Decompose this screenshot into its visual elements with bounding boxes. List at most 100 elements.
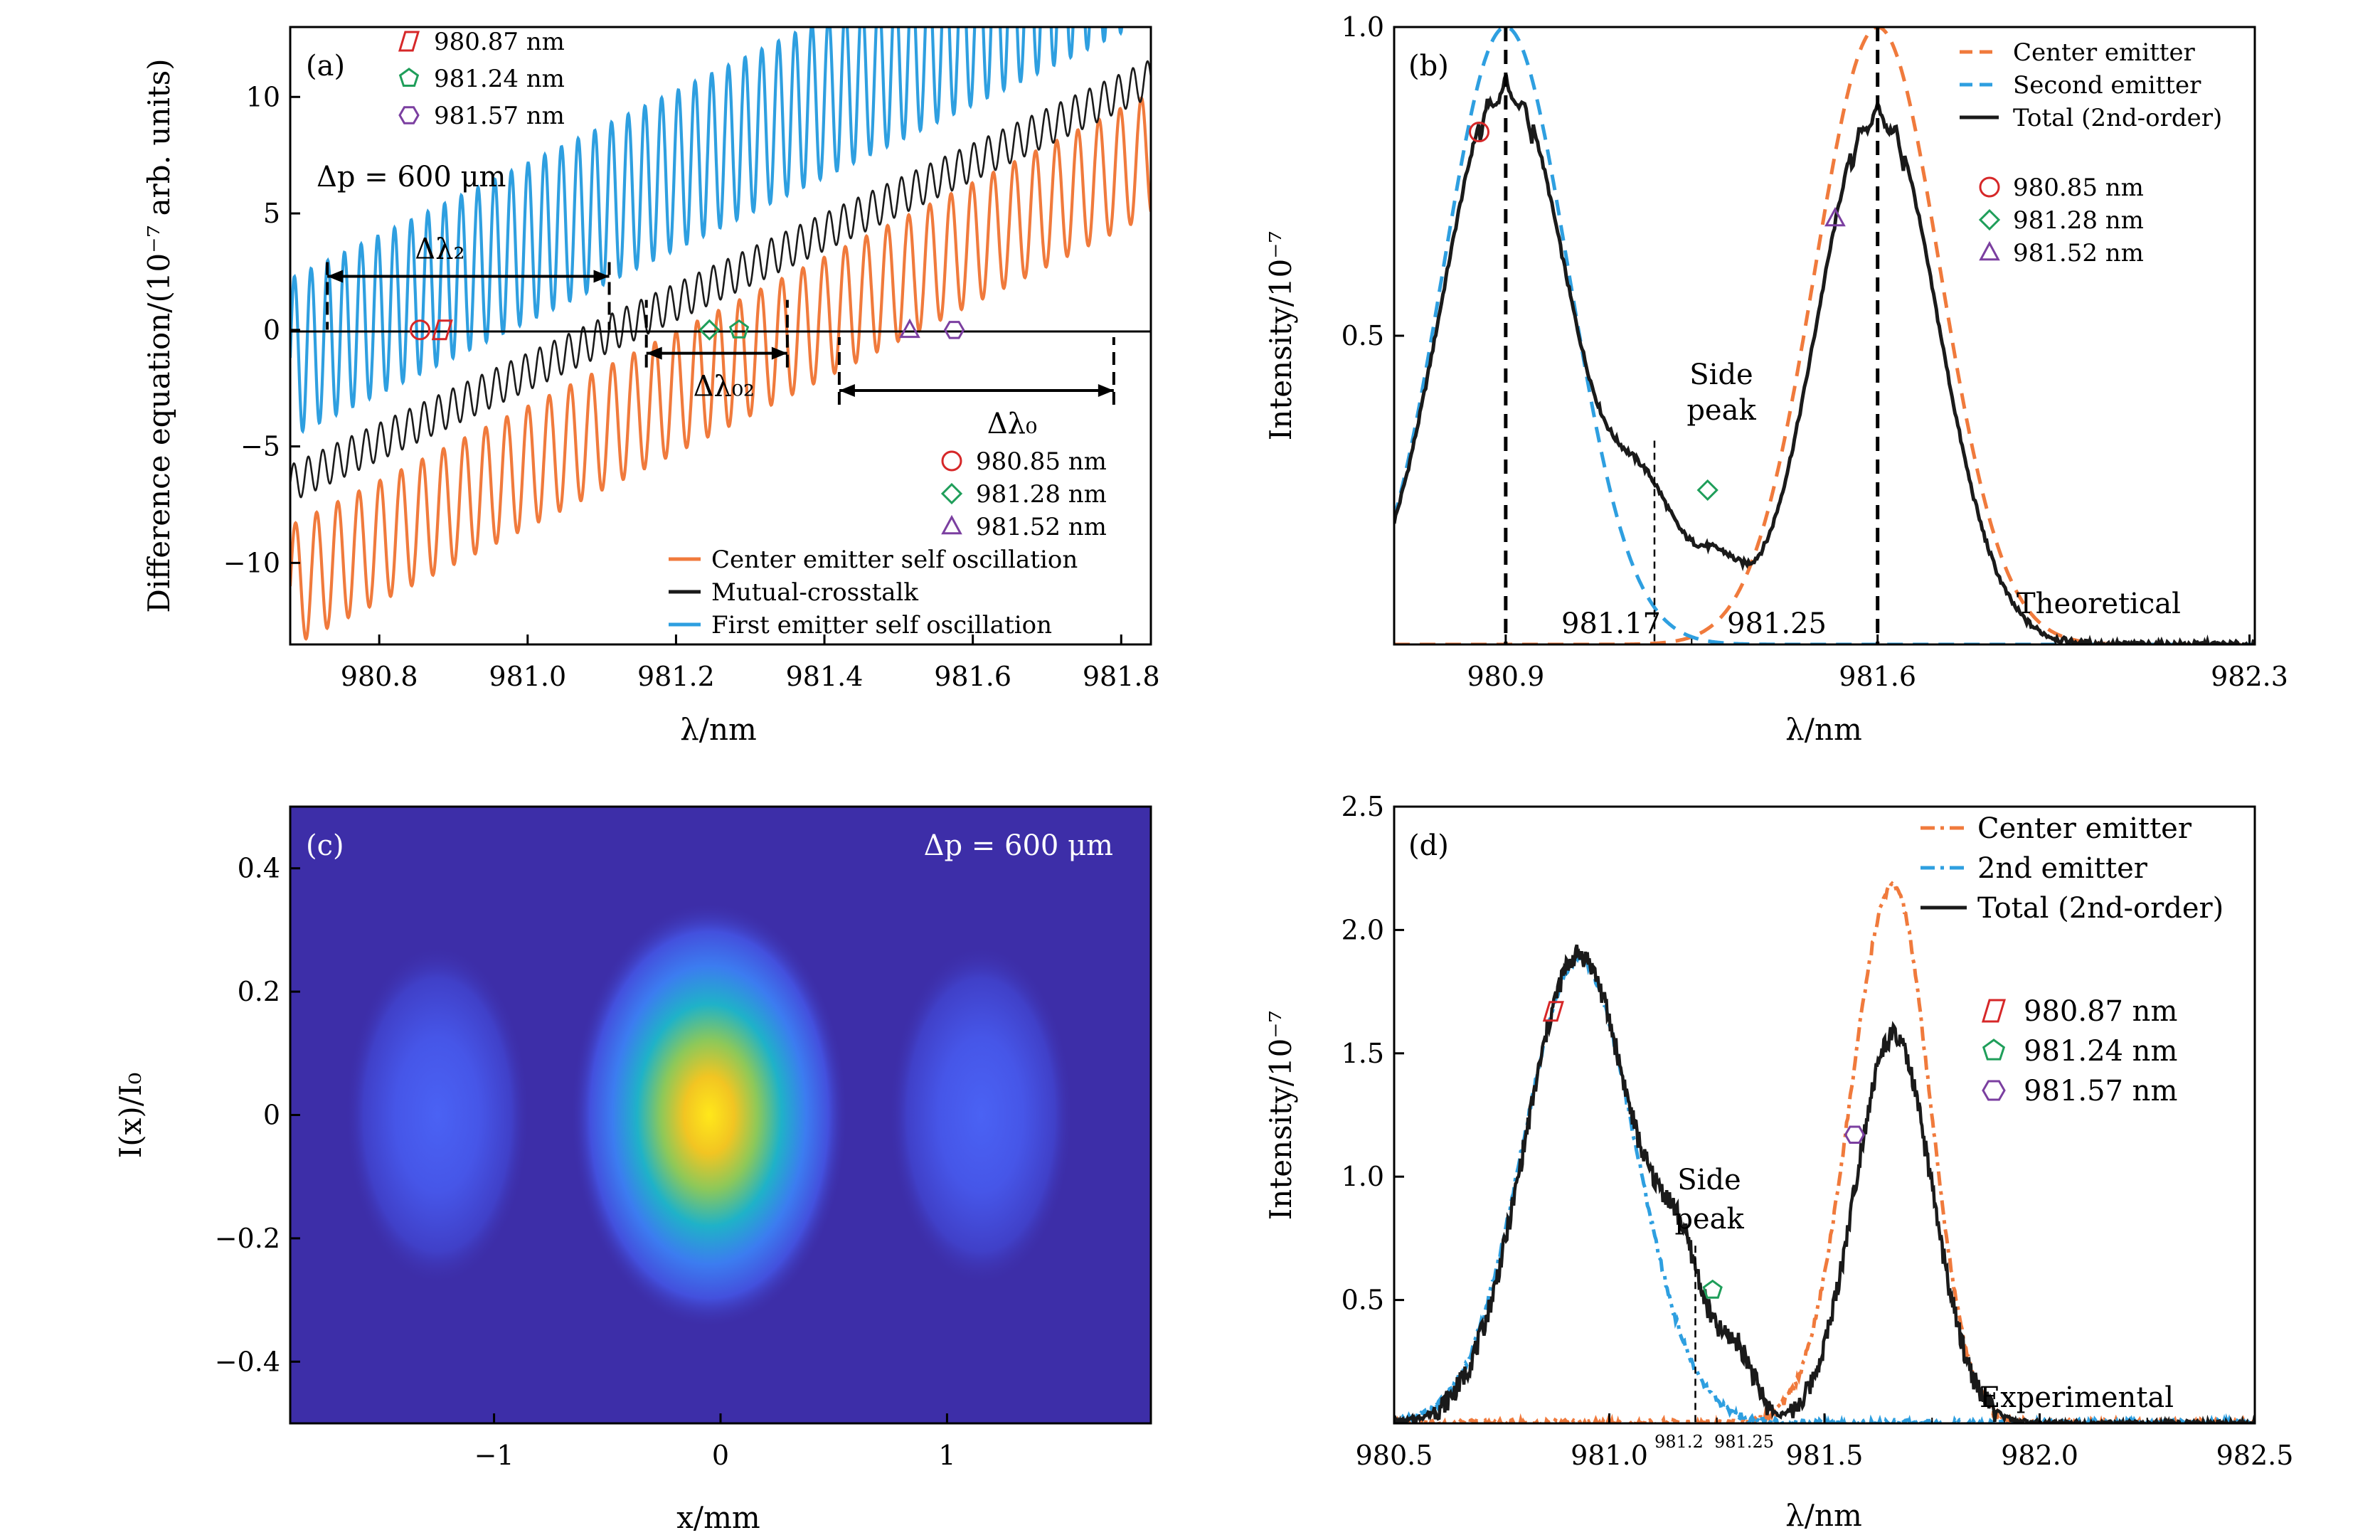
b-xtick-label: 982.3 <box>2211 661 2288 692</box>
b-total-curve <box>1394 74 2255 644</box>
d-side-peak-label-2: peak <box>1674 1203 1744 1236</box>
b-legend-label-1: Second emitter <box>2013 71 2201 100</box>
a-zero-marker-bottom-0 <box>410 319 431 341</box>
d-ytick-label: 2.5 <box>1342 791 1384 822</box>
a-axes-frame <box>289 26 1152 646</box>
b-legend-marker-label-0: 980.85 nm <box>2013 174 2144 202</box>
c-intensity-spot-0 <box>344 944 530 1286</box>
b-side-peak-label-1: Side <box>1689 359 1753 391</box>
d-xtick-label: 981.0 <box>1571 1440 1648 1471</box>
b-second-emitter-curve <box>1394 27 2255 644</box>
b-panel-label: (b) <box>1408 50 1449 83</box>
a-xtick-label: 981.0 <box>489 661 566 692</box>
a-interval-arrow-left-2 <box>839 383 855 397</box>
b-ylabel: Intensity/10⁻⁷ <box>1263 231 1298 441</box>
a-legend-bottom-marker-0 <box>941 450 962 472</box>
a-legend-top-label-2: 981.57 nm <box>434 102 565 130</box>
c-xtick-label: −1 <box>474 1440 514 1471</box>
b-legend-marker-0 <box>1979 176 2000 198</box>
b-curve-marker-2 <box>1824 206 1846 227</box>
a-legend-top-label-0: 980.87 nm <box>434 28 565 56</box>
d-ytick-label: 1.5 <box>1342 1038 1384 1069</box>
b-xtick-label: 980.9 <box>1467 661 1544 692</box>
a-zero-marker-bottom-1 <box>698 319 721 341</box>
d-legend-marker-label-1: 981.24 nm <box>2024 1035 2177 1068</box>
d-total-curve <box>1394 944 2255 1423</box>
d-curve-marker-1 <box>1702 1279 1723 1299</box>
a-series-line-1 <box>290 60 1151 499</box>
b-curve-marker-0 <box>1469 122 1490 143</box>
d-vline-label-1: 981.2 <box>1654 1432 1704 1452</box>
c-ytick-label: −0.4 <box>215 1346 280 1377</box>
d-curve-marker-0 <box>1542 1001 1564 1022</box>
c-ytick-label: 0.4 <box>238 853 280 884</box>
d-panel-label: (d) <box>1408 829 1449 862</box>
a-legend-bottom-label-1: 981.28 nm <box>976 480 1107 509</box>
b-legend-marker-2 <box>1979 240 2000 261</box>
b-legend-marker-label-2: 981.52 nm <box>2013 239 2144 267</box>
c-ytick-label: 0 <box>263 1100 280 1131</box>
a-interval-label-0: Δλ₂ <box>415 233 464 265</box>
a-legend-top-label-1: 981.24 nm <box>434 65 565 93</box>
b-xtick-label: 981.6 <box>1839 661 1916 692</box>
d-ylabel: Intensity/10⁻⁷ <box>1263 1011 1298 1221</box>
d-curve-marker-2 <box>1844 1125 1866 1144</box>
a-zero-marker-top-2 <box>943 321 965 339</box>
d-legend-label-2: Total (2nd-order) <box>1977 892 2224 925</box>
a-ytick-label: 10 <box>246 81 280 112</box>
panel-d: 980.5 981.0 981.5 982.0 982.5 2.5 2.0 1.5 1.0 0.5… <box>1263 791 2293 1533</box>
a-xtick-label: 980.8 <box>341 661 418 692</box>
a-interval-arrow-left-0 <box>327 270 344 283</box>
a-ytick-label: 0 <box>263 314 280 346</box>
b-xlabel: λ/nm <box>1785 712 1862 747</box>
c-intensity-spot-1 <box>570 901 849 1329</box>
d-legend-marker-label-0: 980.87 nm <box>2024 995 2177 1028</box>
d-ytick-label: 0.5 <box>1342 1285 1384 1316</box>
a-interval-label-2: Δλ₀ <box>987 408 1037 440</box>
c-ytick-label: 0.2 <box>238 976 280 1007</box>
c-xlabel: x/mm <box>676 1500 760 1535</box>
a-dp-annotation: Δp = 600 μm <box>317 161 506 193</box>
a-panel-label: (a) <box>306 50 345 83</box>
a-interval-arrow-right-0 <box>593 270 610 283</box>
d-legend-marker-label-2: 981.57 nm <box>2024 1075 2177 1108</box>
a-legend-bottom-marker-1 <box>940 482 963 505</box>
a-legend-series-label-1: Mutual-crosstalk <box>711 578 918 607</box>
a-legend-series-label-0: Center emitter self oscillation <box>711 546 1078 574</box>
d-side-peak-label-1: Side <box>1677 1164 1741 1196</box>
a-ytick-label: −5 <box>240 431 280 462</box>
b-legend-marker-1 <box>1978 208 2001 231</box>
c-xtick-label: 0 <box>712 1440 729 1471</box>
c-xtick-label: 1 <box>938 1440 955 1471</box>
a-zero-marker-top-0 <box>431 319 453 341</box>
d-ytick-label: 1.0 <box>1342 1161 1384 1192</box>
d-xtick-label: 981.5 <box>1786 1440 1864 1471</box>
panel-c: −1 0 1 0.4 0.2 0 −0.2 −0.4 (c) Δp = 600 μm x/mm… <box>113 805 1152 1535</box>
a-ylabel: Difference equation/(10⁻⁷ arb. units) <box>142 58 176 612</box>
b-ytick-label: 1.0 <box>1342 11 1384 43</box>
b-curve-marker-1 <box>1696 479 1718 501</box>
c-ylabel: I(x)/I₀ <box>113 1073 148 1159</box>
a-xtick-label: 981.6 <box>934 661 1011 692</box>
d-vline-label-2: 981.25 <box>1714 1432 1774 1452</box>
a-legend-bottom-marker-2 <box>941 514 962 535</box>
d-legend-marker-2 <box>1982 1080 2006 1101</box>
b-vline-label-2: 981.25 <box>1727 607 1827 640</box>
b-vline-label-1: 981.17 <box>1561 607 1661 640</box>
a-legend-top-marker-0 <box>398 31 420 52</box>
d-xtick-label: 982.0 <box>2001 1440 2078 1471</box>
a-xtick-label: 981.8 <box>1083 661 1160 692</box>
d-xtick-label: 980.5 <box>1356 1440 1433 1471</box>
d-xtick-label: 982.5 <box>2216 1440 2294 1471</box>
b-legend-label-2: Total (2nd-order) <box>2013 104 2222 132</box>
a-legend-bottom-label-2: 981.52 nm <box>976 513 1107 541</box>
a-interval-arrow-right-1 <box>771 346 787 360</box>
c-panel-label: (c) <box>306 829 344 862</box>
b-side-peak-label-2: peak <box>1686 394 1756 427</box>
a-interval-arrow-right-2 <box>1098 383 1114 397</box>
a-legend-top-marker-1 <box>398 68 420 87</box>
a-legend-top-marker-2 <box>398 106 420 124</box>
a-xtick-label: 981.4 <box>786 661 864 692</box>
panel-a: Δλ₂ Δλ₀₂ Δλ₀ 980.8 981.0 981.2 981.4 981.6 981.… <box>142 26 1160 747</box>
b-legend-marker-label-1: 981.28 nm <box>2013 206 2144 235</box>
